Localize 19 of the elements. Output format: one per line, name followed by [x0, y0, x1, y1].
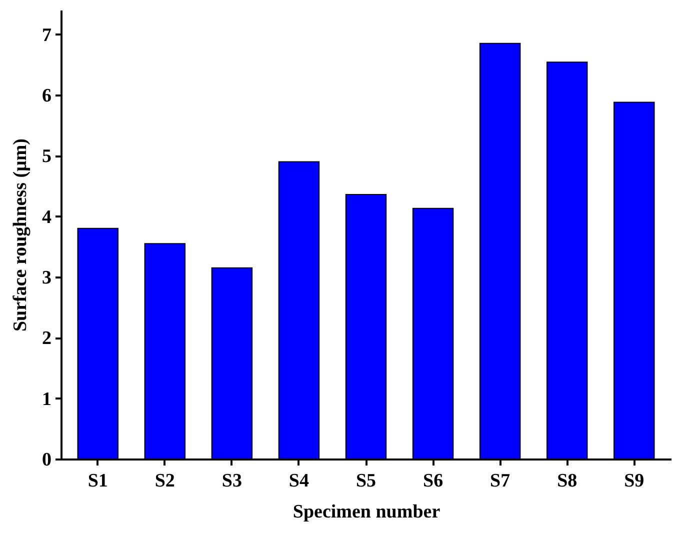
x-axis-title: Specimen number: [292, 502, 441, 522]
x-tick-label: S5: [356, 470, 376, 492]
x-tick-label: S2: [154, 470, 175, 492]
y-tick-label: 6: [42, 85, 52, 106]
y-tick-label: 1: [42, 388, 52, 410]
x-tick-label: S9: [624, 470, 644, 492]
x-tick-label: S3: [222, 470, 242, 492]
x-tick-label: S6: [422, 470, 444, 492]
x-tick-label: S8: [557, 470, 578, 492]
y-tick-label: 7: [42, 24, 52, 46]
x-tick-label: S1: [88, 470, 108, 492]
x-tick-label: S7: [490, 470, 511, 492]
y-tick-label: 4: [42, 206, 52, 228]
y-tick-label: 2: [42, 328, 52, 350]
y-tick-label: 5: [42, 146, 52, 168]
x-tick-label: S4: [288, 470, 310, 492]
y-axis-title: Surface roughness (μm): [10, 138, 31, 332]
y-tick-label: 0: [42, 450, 52, 470]
y-tick-label: 3: [42, 267, 52, 288]
